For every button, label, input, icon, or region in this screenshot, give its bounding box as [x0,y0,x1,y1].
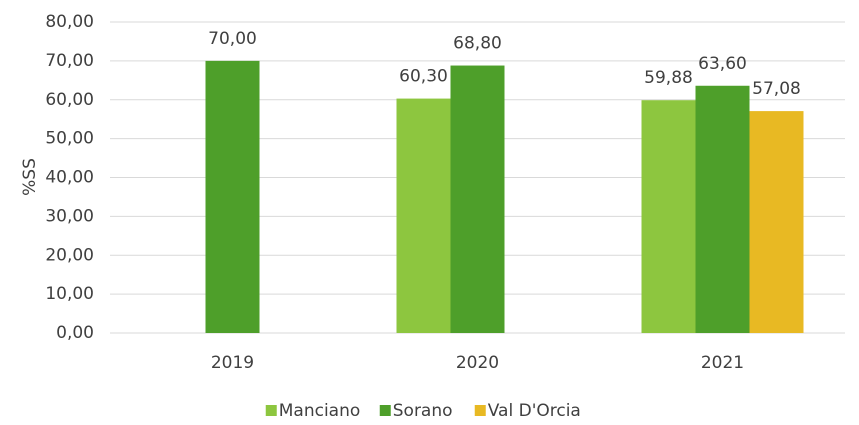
x-tick-label: 2021 [701,353,744,373]
data-label: 60,30 [399,67,448,87]
y-tick-label: 60,00 [45,90,94,110]
y-tick-label: 20,00 [45,245,94,265]
legend-label: Manciano [279,401,361,421]
y-tick-label: 40,00 [45,168,94,188]
y-tick-label: 10,00 [45,284,94,304]
legend-label: Val D'Orcia [488,401,581,421]
data-label: 57,08 [752,79,801,99]
x-tick-label: 2020 [456,353,499,373]
y-axis-title: %SS [20,158,40,196]
y-tick-label: 80,00 [45,12,94,32]
y-tick-label: 0,00 [56,323,94,343]
data-label: 63,60 [698,54,747,74]
bar [695,85,750,333]
y-tick-label: 30,00 [45,206,94,226]
bar [396,98,451,334]
bar [749,111,804,333]
y-tick-label: 50,00 [45,129,94,149]
bar [205,60,260,333]
data-label: 70,00 [208,29,257,49]
legend-swatch [474,405,486,416]
legend-label: Sorano [393,401,453,421]
bar [450,65,505,333]
x-tick-label: 2019 [211,353,254,373]
legend-swatch [265,405,277,416]
data-label: 68,80 [453,34,502,54]
y-tick-label: 70,00 [45,51,94,71]
legend-swatch [379,405,391,416]
data-label: 59,88 [644,68,693,88]
bar [641,100,696,334]
